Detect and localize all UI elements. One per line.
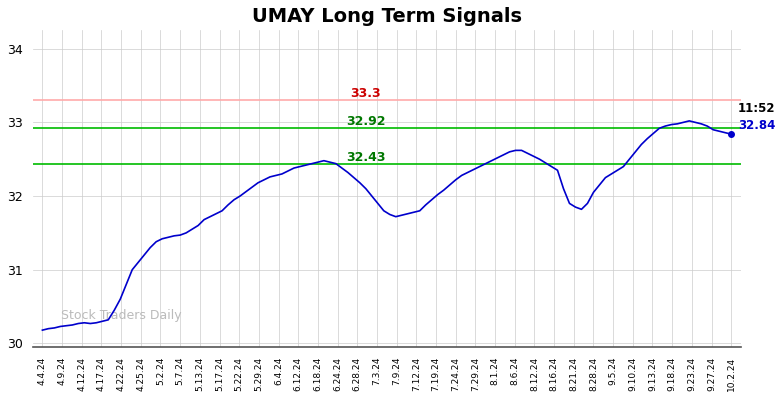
Title: UMAY Long Term Signals: UMAY Long Term Signals — [252, 7, 522, 26]
Text: Stock Traders Daily: Stock Traders Daily — [61, 309, 182, 322]
Text: 33.3: 33.3 — [350, 87, 381, 100]
Text: 11:52: 11:52 — [739, 102, 775, 115]
Text: 32.84: 32.84 — [739, 119, 775, 132]
Text: 32.43: 32.43 — [346, 151, 385, 164]
Text: 32.92: 32.92 — [346, 115, 385, 128]
